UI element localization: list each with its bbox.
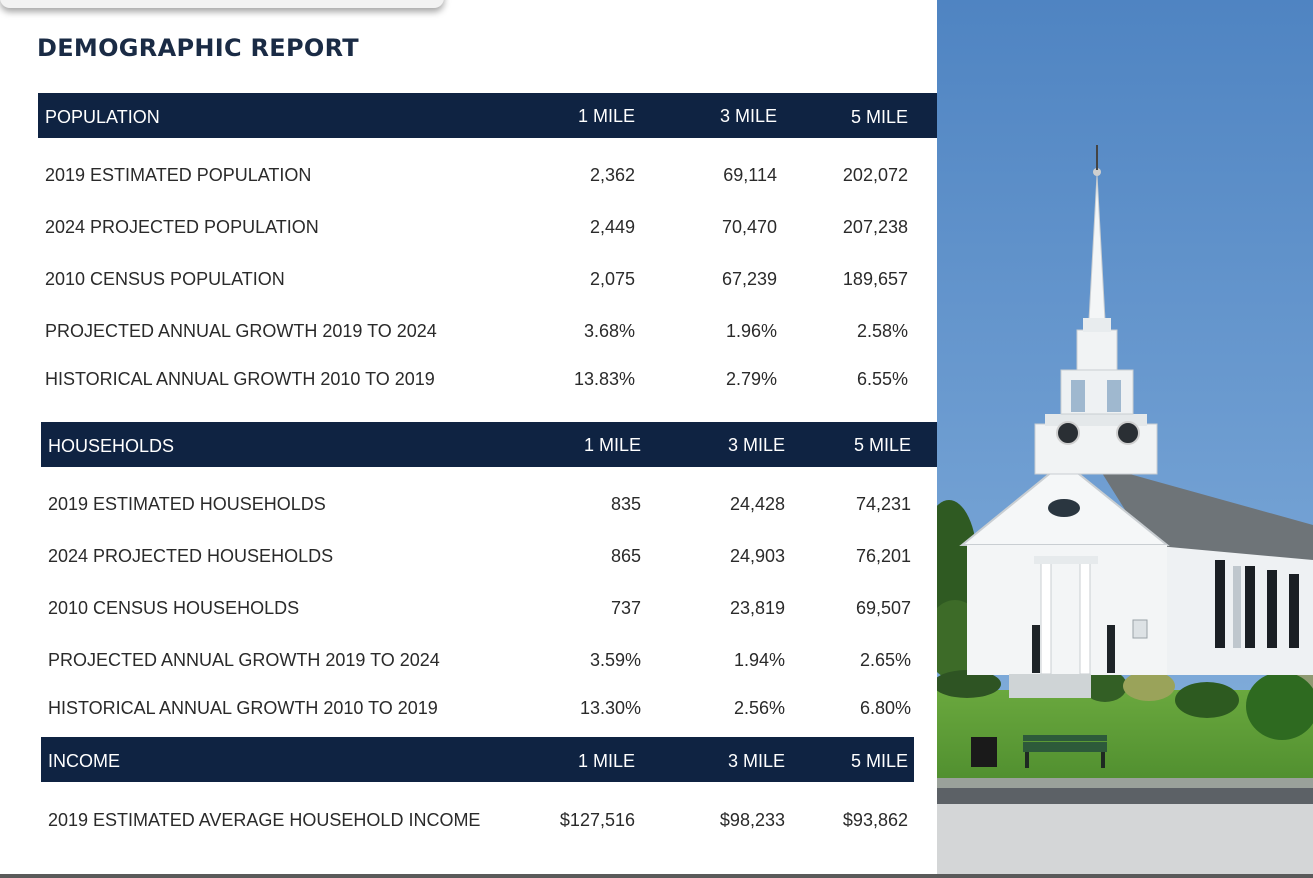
value-5-mile: 76,201 bbox=[855, 546, 911, 566]
value-3-mile: 2.56% bbox=[733, 698, 785, 718]
value-5-mile: 202,072 bbox=[842, 165, 908, 185]
row-label: PROJECTED ANNUAL GROWTH 2019 TO 2024 bbox=[45, 321, 437, 341]
value-5-mile: 6.80% bbox=[859, 698, 911, 718]
value-5-mile: 74,231 bbox=[855, 494, 911, 514]
table-row: 2024 PROJECTED HOUSEHOLDS 865 24,903 76,… bbox=[41, 546, 937, 576]
table-row: 2019 ESTIMATED AVERAGE HOUSEHOLD INCOME … bbox=[41, 810, 914, 840]
value-5-mile: $93,862 bbox=[842, 810, 908, 830]
income-header-label: INCOME bbox=[48, 751, 120, 771]
church-photo bbox=[937, 0, 1313, 878]
table-row: HISTORICAL ANNUAL GROWTH 2010 TO 2019 13… bbox=[41, 698, 937, 728]
value-1-mile: 2,075 bbox=[589, 269, 635, 289]
row-label: 2019 ESTIMATED POPULATION bbox=[45, 165, 312, 185]
row-label: 2019 ESTIMATED HOUSEHOLDS bbox=[48, 494, 326, 514]
header-1-mile: 1 MILE bbox=[577, 106, 635, 126]
households-header: HOUSEHOLDS 1 MILE 3 MILE 5 MILE bbox=[41, 422, 937, 467]
row-label: HISTORICAL ANNUAL GROWTH 2010 TO 2019 bbox=[45, 369, 435, 389]
value-3-mile: 23,819 bbox=[729, 598, 785, 618]
value-1-mile: $127,516 bbox=[559, 810, 635, 830]
row-label: 2010 CENSUS HOUSEHOLDS bbox=[48, 598, 300, 618]
value-1-mile: 13.83% bbox=[573, 369, 635, 389]
header-1-mile: 1 MILE bbox=[583, 435, 641, 455]
value-3-mile: 1.94% bbox=[733, 650, 785, 670]
top-shadow-bar bbox=[0, 0, 444, 8]
value-3-mile: 70,470 bbox=[721, 217, 777, 237]
row-label: PROJECTED ANNUAL GROWTH 2019 TO 2024 bbox=[48, 650, 440, 670]
table-row: 2019 ESTIMATED HOUSEHOLDS 835 24,428 74,… bbox=[41, 494, 937, 524]
row-label: 2010 CENSUS POPULATION bbox=[45, 269, 285, 289]
value-5-mile: 2.65% bbox=[859, 650, 911, 670]
page-title: DEMOGRAPHIC REPORT bbox=[37, 34, 359, 62]
value-5-mile: 69,507 bbox=[855, 598, 911, 618]
value-5-mile: 2.58% bbox=[856, 321, 908, 341]
value-1-mile: 2,362 bbox=[589, 165, 635, 185]
row-label: 2019 ESTIMATED AVERAGE HOUSEHOLD INCOME bbox=[48, 810, 481, 830]
value-5-mile: 189,657 bbox=[842, 269, 908, 289]
table-row: PROJECTED ANNUAL GROWTH 2019 TO 2024 3.6… bbox=[38, 321, 937, 351]
value-3-mile: $98,233 bbox=[719, 810, 785, 830]
value-3-mile: 24,428 bbox=[729, 494, 785, 514]
row-label: 2024 PROJECTED POPULATION bbox=[45, 217, 319, 237]
header-5-mile: 5 MILE bbox=[850, 751, 908, 771]
header-5-mile: 5 MILE bbox=[853, 435, 911, 455]
table-row: 2010 CENSUS POPULATION 2,075 67,239 189,… bbox=[38, 269, 937, 299]
value-1-mile: 13.30% bbox=[579, 698, 641, 718]
value-3-mile: 2.79% bbox=[725, 369, 777, 389]
header-5-mile: 5 MILE bbox=[850, 107, 908, 127]
bottom-border bbox=[0, 874, 1313, 878]
value-3-mile: 69,114 bbox=[723, 165, 777, 185]
value-3-mile: 24,903 bbox=[729, 546, 785, 566]
table-row: 2024 PROJECTED POPULATION 2,449 70,470 2… bbox=[38, 217, 937, 247]
row-label: 2024 PROJECTED HOUSEHOLDS bbox=[48, 546, 334, 566]
table-row: HISTORICAL ANNUAL GROWTH 2010 TO 2019 13… bbox=[38, 369, 937, 399]
population-header-label: POPULATION bbox=[45, 107, 160, 127]
header-3-mile: 3 MILE bbox=[719, 106, 777, 126]
income-header: INCOME 1 MILE 3 MILE 5 MILE bbox=[41, 737, 914, 782]
header-1-mile: 1 MILE bbox=[577, 751, 635, 771]
value-5-mile: 207,238 bbox=[842, 217, 908, 237]
table-row: 2010 CENSUS HOUSEHOLDS 737 23,819 69,507 bbox=[41, 598, 937, 628]
header-3-mile: 3 MILE bbox=[727, 751, 785, 771]
value-3-mile: 67,239 bbox=[721, 269, 777, 289]
table-row: 2019 ESTIMATED POPULATION 2,362 69,114 2… bbox=[38, 165, 937, 195]
value-1-mile: 3.68% bbox=[583, 321, 635, 341]
row-label: HISTORICAL ANNUAL GROWTH 2010 TO 2019 bbox=[48, 698, 438, 718]
value-3-mile: 1.96% bbox=[725, 321, 777, 341]
value-1-mile: 3.59% bbox=[589, 650, 641, 670]
population-header: POPULATION 1 MILE 3 MILE 5 MILE bbox=[38, 93, 937, 138]
value-1-mile: 835 bbox=[610, 494, 641, 514]
value-1-mile: 865 bbox=[610, 546, 641, 566]
households-header-label: HOUSEHOLDS bbox=[48, 436, 175, 456]
header-3-mile: 3 MILE bbox=[727, 435, 785, 455]
value-1-mile: 2,449 bbox=[589, 217, 635, 237]
white-church-with-steeple-icon bbox=[937, 0, 1313, 878]
value-1-mile: 737 bbox=[610, 598, 641, 618]
value-5-mile: 6.55% bbox=[856, 369, 908, 389]
table-row: PROJECTED ANNUAL GROWTH 2019 TO 2024 3.5… bbox=[41, 650, 937, 680]
